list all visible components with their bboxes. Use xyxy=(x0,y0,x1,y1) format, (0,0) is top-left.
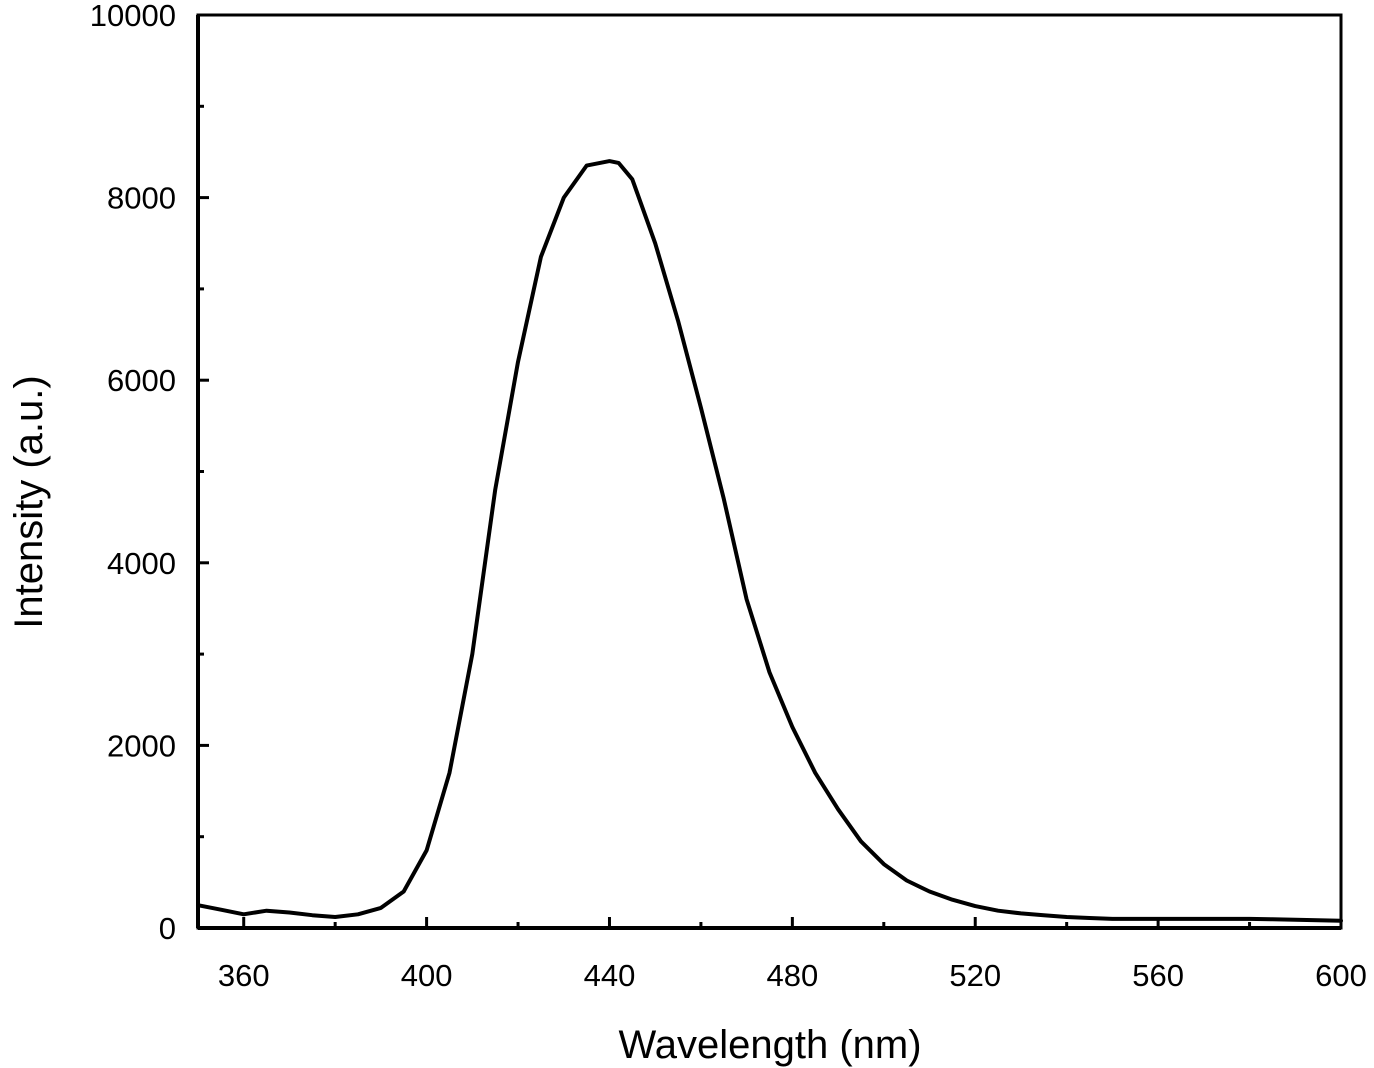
x-tick-label: 520 xyxy=(949,958,1001,993)
y-axis-title: Intensity (a.u.) xyxy=(7,375,51,628)
series-line xyxy=(196,159,1343,923)
plot-frame xyxy=(196,13,1343,930)
tick-labels: 360 400 440 480 520 560 6000200040006000800010… xyxy=(90,0,1367,993)
y-tick-label: 8000 xyxy=(107,181,176,216)
x-tick-label: 600 xyxy=(1315,958,1367,993)
x-tick-label: 400 xyxy=(401,958,453,993)
x-tick-label: 360 xyxy=(218,958,270,993)
y-tick-label: 0 xyxy=(159,911,176,946)
y-tick-label: 2000 xyxy=(107,728,176,763)
x-tick-label: 560 xyxy=(1132,958,1184,993)
x-tick-label: 440 xyxy=(584,958,636,993)
axis-ticks xyxy=(198,13,1343,930)
y-tick-label: 10000 xyxy=(90,0,176,33)
x-tick-label: 480 xyxy=(766,958,818,993)
x-axis-title: Wavelength (nm) xyxy=(618,1023,921,1067)
y-tick-label: 6000 xyxy=(107,363,176,398)
y-tick-label: 4000 xyxy=(107,546,176,581)
